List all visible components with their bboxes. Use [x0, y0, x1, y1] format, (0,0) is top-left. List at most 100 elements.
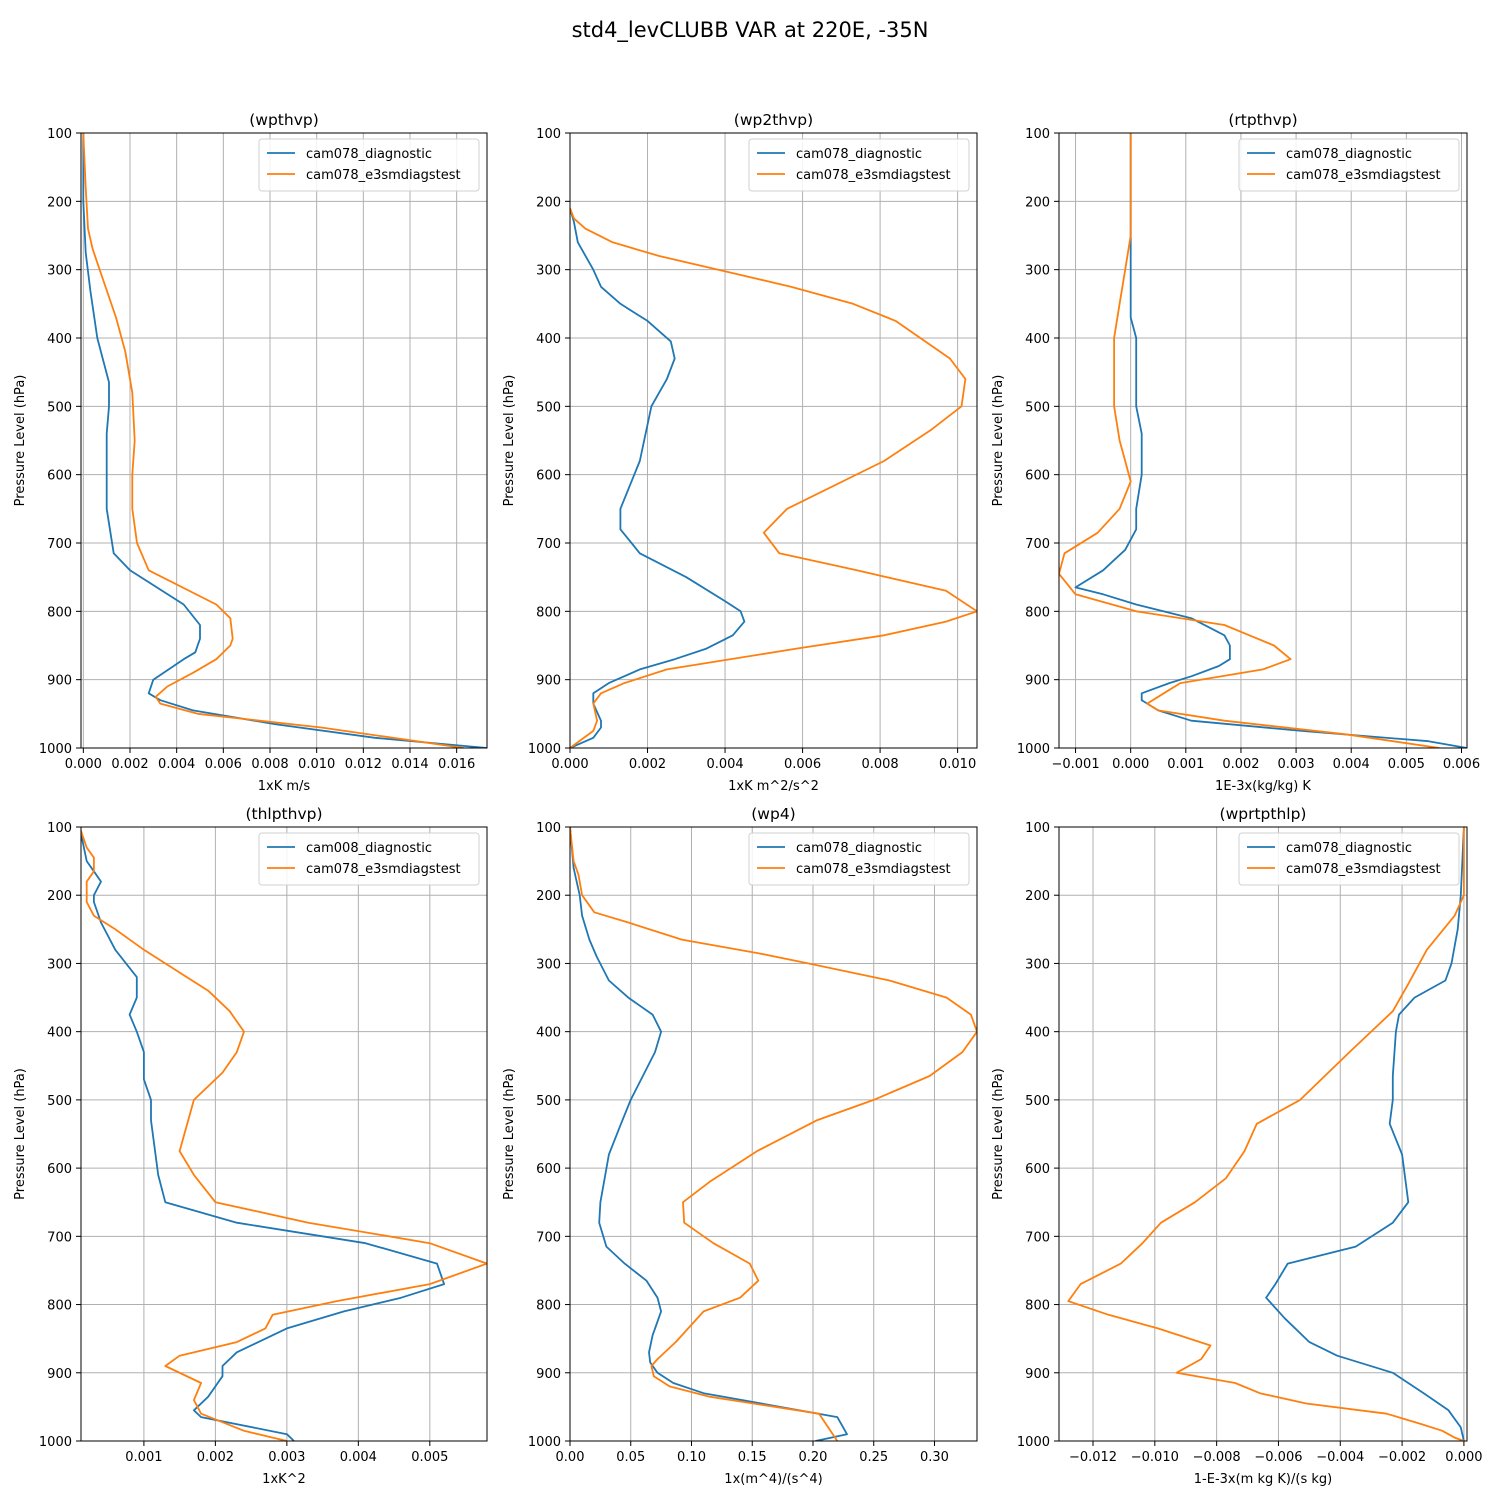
chart-panel-3: −0.001 0.000 0.001 0.002 0.003 0.004 0.005 0.00…	[991, 111, 1480, 794]
y-axis-label: Pressure Level (hPa)	[991, 375, 1006, 507]
x-tick-label: 0.002	[197, 1450, 234, 1465]
x-axis-label: 1x(m^4)/(s^4)	[724, 1472, 822, 1487]
x-tick-label: 0.008	[861, 757, 898, 772]
y-tick-label: 900	[47, 674, 72, 689]
legend-label-2: cam078_e3smdiagstest	[306, 168, 461, 183]
chart-panel-6: −0.012 −0.010 −0.008 −0.006 −0.004 −0.002 0.00…	[991, 805, 1483, 1487]
y-axis-label: Pressure Level (hPa)	[991, 1068, 1006, 1200]
x-tick-label: 0.010	[939, 757, 976, 772]
plot-frame	[569, 826, 978, 1442]
y-tick-label: 700	[1025, 1230, 1050, 1245]
x-tick-label: −0.001	[1051, 757, 1099, 772]
y-tick-label: 600	[47, 469, 72, 484]
y-tick-label: 500	[536, 400, 561, 415]
x-axis-label: 1-E-3x(m kg K)/(s kg)	[1194, 1472, 1332, 1487]
y-tick-label: 500	[47, 1094, 72, 1109]
y-tick-label: 500	[47, 400, 72, 415]
x-tick-label: 0.004	[340, 1450, 377, 1465]
x-axis-label: 1xK^2	[262, 1472, 306, 1487]
y-tick-label: 100	[536, 821, 561, 836]
series-line-2	[1059, 133, 1440, 748]
x-tick-label: 0.000	[551, 757, 588, 772]
x-tick-label: 0.20	[799, 1450, 828, 1465]
y-axis-label: Pressure Level (hPa)	[502, 1068, 517, 1200]
x-tick-label: 0.05	[616, 1450, 645, 1465]
y-tick-label: 800	[536, 1299, 561, 1314]
y-tick-label: 900	[1025, 1367, 1050, 1382]
x-tick-label: 0.000	[65, 757, 102, 772]
legend-label-2: cam078_e3smdiagstest	[796, 168, 951, 183]
y-tick-label: 900	[536, 1367, 561, 1382]
x-tick-label: 0.002	[629, 757, 666, 772]
legend: cam078_diagnostic cam078_e3smdiagstest	[748, 138, 970, 192]
legend-label-2: cam078_e3smdiagstest	[796, 862, 951, 877]
x-tick-label: 0.010	[298, 757, 335, 772]
chart-panel-5: 0.00 0.05 0.10 0.15 0.20 0.25 0.30 100 200 300 400…	[502, 805, 978, 1487]
chart-panel-4: 0.001 0.002 0.003 0.004 0.005 100 200 300 400 500…	[13, 805, 488, 1487]
y-tick-label: 100	[536, 127, 561, 142]
y-tick-label: 400	[1025, 332, 1050, 347]
plot-frame	[80, 132, 488, 749]
y-tick-label: 800	[536, 605, 561, 620]
legend-label-1: cam078_diagnostic	[796, 841, 922, 856]
y-tick-label: 1000	[39, 742, 72, 757]
y-tick-label: 900	[536, 674, 561, 689]
y-tick-label: 200	[536, 889, 561, 904]
y-tick-label: 600	[536, 469, 561, 484]
x-tick-label: 0.003	[268, 1450, 305, 1465]
x-tick-label: 0.005	[1388, 757, 1425, 772]
y-tick-label: 1000	[528, 742, 561, 757]
y-tick-label: 400	[47, 1026, 72, 1041]
legend-label-1: cam078_diagnostic	[796, 147, 922, 162]
legend-label-1: cam008_diagnostic	[306, 841, 432, 856]
y-tick-label: 700	[47, 537, 72, 552]
y-tick-label: 1000	[1017, 742, 1050, 757]
y-tick-label: 600	[1025, 1162, 1050, 1177]
x-axis-label: 1E-3x(kg/kg) K	[1215, 779, 1311, 794]
y-tick-label: 800	[47, 605, 72, 620]
plot-frame	[80, 826, 488, 1442]
y-tick-label: 800	[1025, 605, 1050, 620]
legend-box	[258, 832, 480, 886]
series-line-2	[570, 207, 977, 748]
x-tick-label: 0.30	[920, 1450, 949, 1465]
x-tick-label: 0.006	[784, 757, 821, 772]
y-tick-label: 300	[1025, 264, 1050, 279]
series-line-1	[1265, 827, 1465, 1441]
y-tick-label: 400	[1025, 1026, 1050, 1041]
y-tick-label: 800	[47, 1299, 72, 1314]
y-tick-label: 100	[1025, 821, 1050, 836]
y-tick-label: 700	[536, 1230, 561, 1245]
x-tick-label: 0.002	[111, 757, 148, 772]
legend-box	[748, 832, 970, 886]
x-tick-label: 0.008	[251, 757, 288, 772]
y-tick-label: 800	[1025, 1299, 1050, 1314]
legend-label-1: cam078_diagnostic	[1286, 841, 1412, 856]
y-tick-label: 300	[536, 264, 561, 279]
x-tick-label: 0.012	[345, 757, 382, 772]
x-tick-label: 0.000	[1445, 1450, 1482, 1465]
chart-title: (wprtpthlp)	[1220, 805, 1307, 823]
legend: cam078_diagnostic cam078_e3smdiagstest	[1238, 138, 1460, 192]
chart-title: (wpthvp)	[249, 111, 319, 129]
x-tick-label: −0.006	[1254, 1450, 1302, 1465]
figure-title: std4_levCLUBB VAR at 220E, -35N	[572, 18, 929, 43]
chart-title: (wp4)	[751, 805, 795, 823]
y-tick-label: 300	[536, 957, 561, 972]
y-tick-label: 300	[1025, 957, 1050, 972]
legend: cam078_diagnostic cam078_e3smdiagstest	[748, 832, 970, 886]
y-axis-label: Pressure Level (hPa)	[502, 375, 517, 507]
x-tick-label: 0.004	[706, 757, 743, 772]
x-tick-label: 0.006	[1443, 757, 1480, 772]
y-tick-label: 200	[536, 195, 561, 210]
y-tick-label: 200	[1025, 889, 1050, 904]
series-line-2	[82, 133, 464, 748]
y-tick-label: 100	[47, 821, 72, 836]
legend-label-2: cam078_e3smdiagstest	[1286, 862, 1441, 877]
y-tick-label: 1000	[1017, 1435, 1050, 1450]
y-tick-label: 400	[536, 332, 561, 347]
x-tick-label: 0.000	[1112, 757, 1149, 772]
x-tick-label: −0.010	[1131, 1450, 1179, 1465]
chart-panel-2: 0.000 0.002 0.004 0.006 0.008 0.010 100 200 300 4…	[502, 111, 978, 794]
